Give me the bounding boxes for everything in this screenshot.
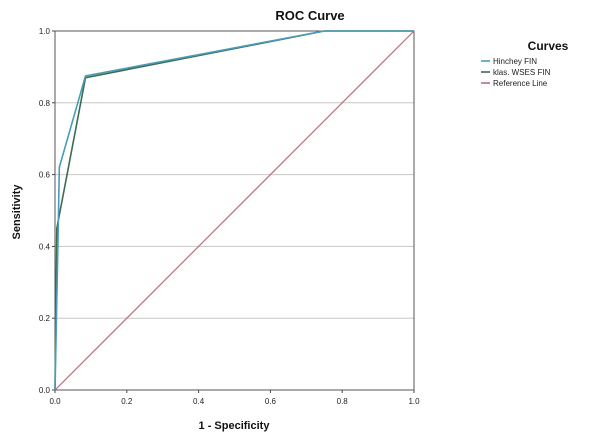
y-tick-label: 0.8 (39, 99, 51, 108)
x-tick-label: 0.2 (121, 397, 133, 406)
legend-label: klas. WSES FIN (493, 68, 551, 77)
x-tick-label: 0.0 (49, 397, 61, 406)
legend-title: Curves (528, 39, 569, 53)
y-tick-label: 1.0 (39, 27, 51, 36)
legend-label: Reference Line (493, 79, 548, 88)
y-tick-label: 0.6 (39, 171, 51, 180)
legend: Curves Hinchey FIN klas. WSES FIN Referenc… (481, 39, 569, 88)
gridlines (55, 30, 414, 319)
tick-labels: 0.0 0.2 0.4 0.6 0.8 1.0 0.0 0.2 0.4 0.6 0.8 1.0 (39, 27, 420, 406)
x-axis-title: 1 - Specificity (199, 420, 271, 432)
y-tick-label: 0.0 (39, 386, 51, 395)
series-line-2 (54, 30, 415, 391)
series-line-0 (54, 30, 414, 391)
chart-title: ROC Curve (275, 8, 344, 23)
x-tick-label: 0.4 (193, 397, 205, 406)
plot-frame (54, 30, 415, 391)
axes (52, 30, 415, 393)
y-tick-label: 0.4 (39, 242, 51, 251)
x-tick-label: 0.8 (337, 397, 349, 406)
y-tick-label: 0.2 (39, 314, 51, 323)
series-lines (54, 30, 415, 391)
x-tick-label: 0.6 (265, 397, 277, 406)
y-axis-title: Sensitivity (11, 184, 23, 240)
legend-label: Hinchey FIN (493, 57, 537, 66)
x-tick-label: 1.0 (408, 397, 420, 406)
